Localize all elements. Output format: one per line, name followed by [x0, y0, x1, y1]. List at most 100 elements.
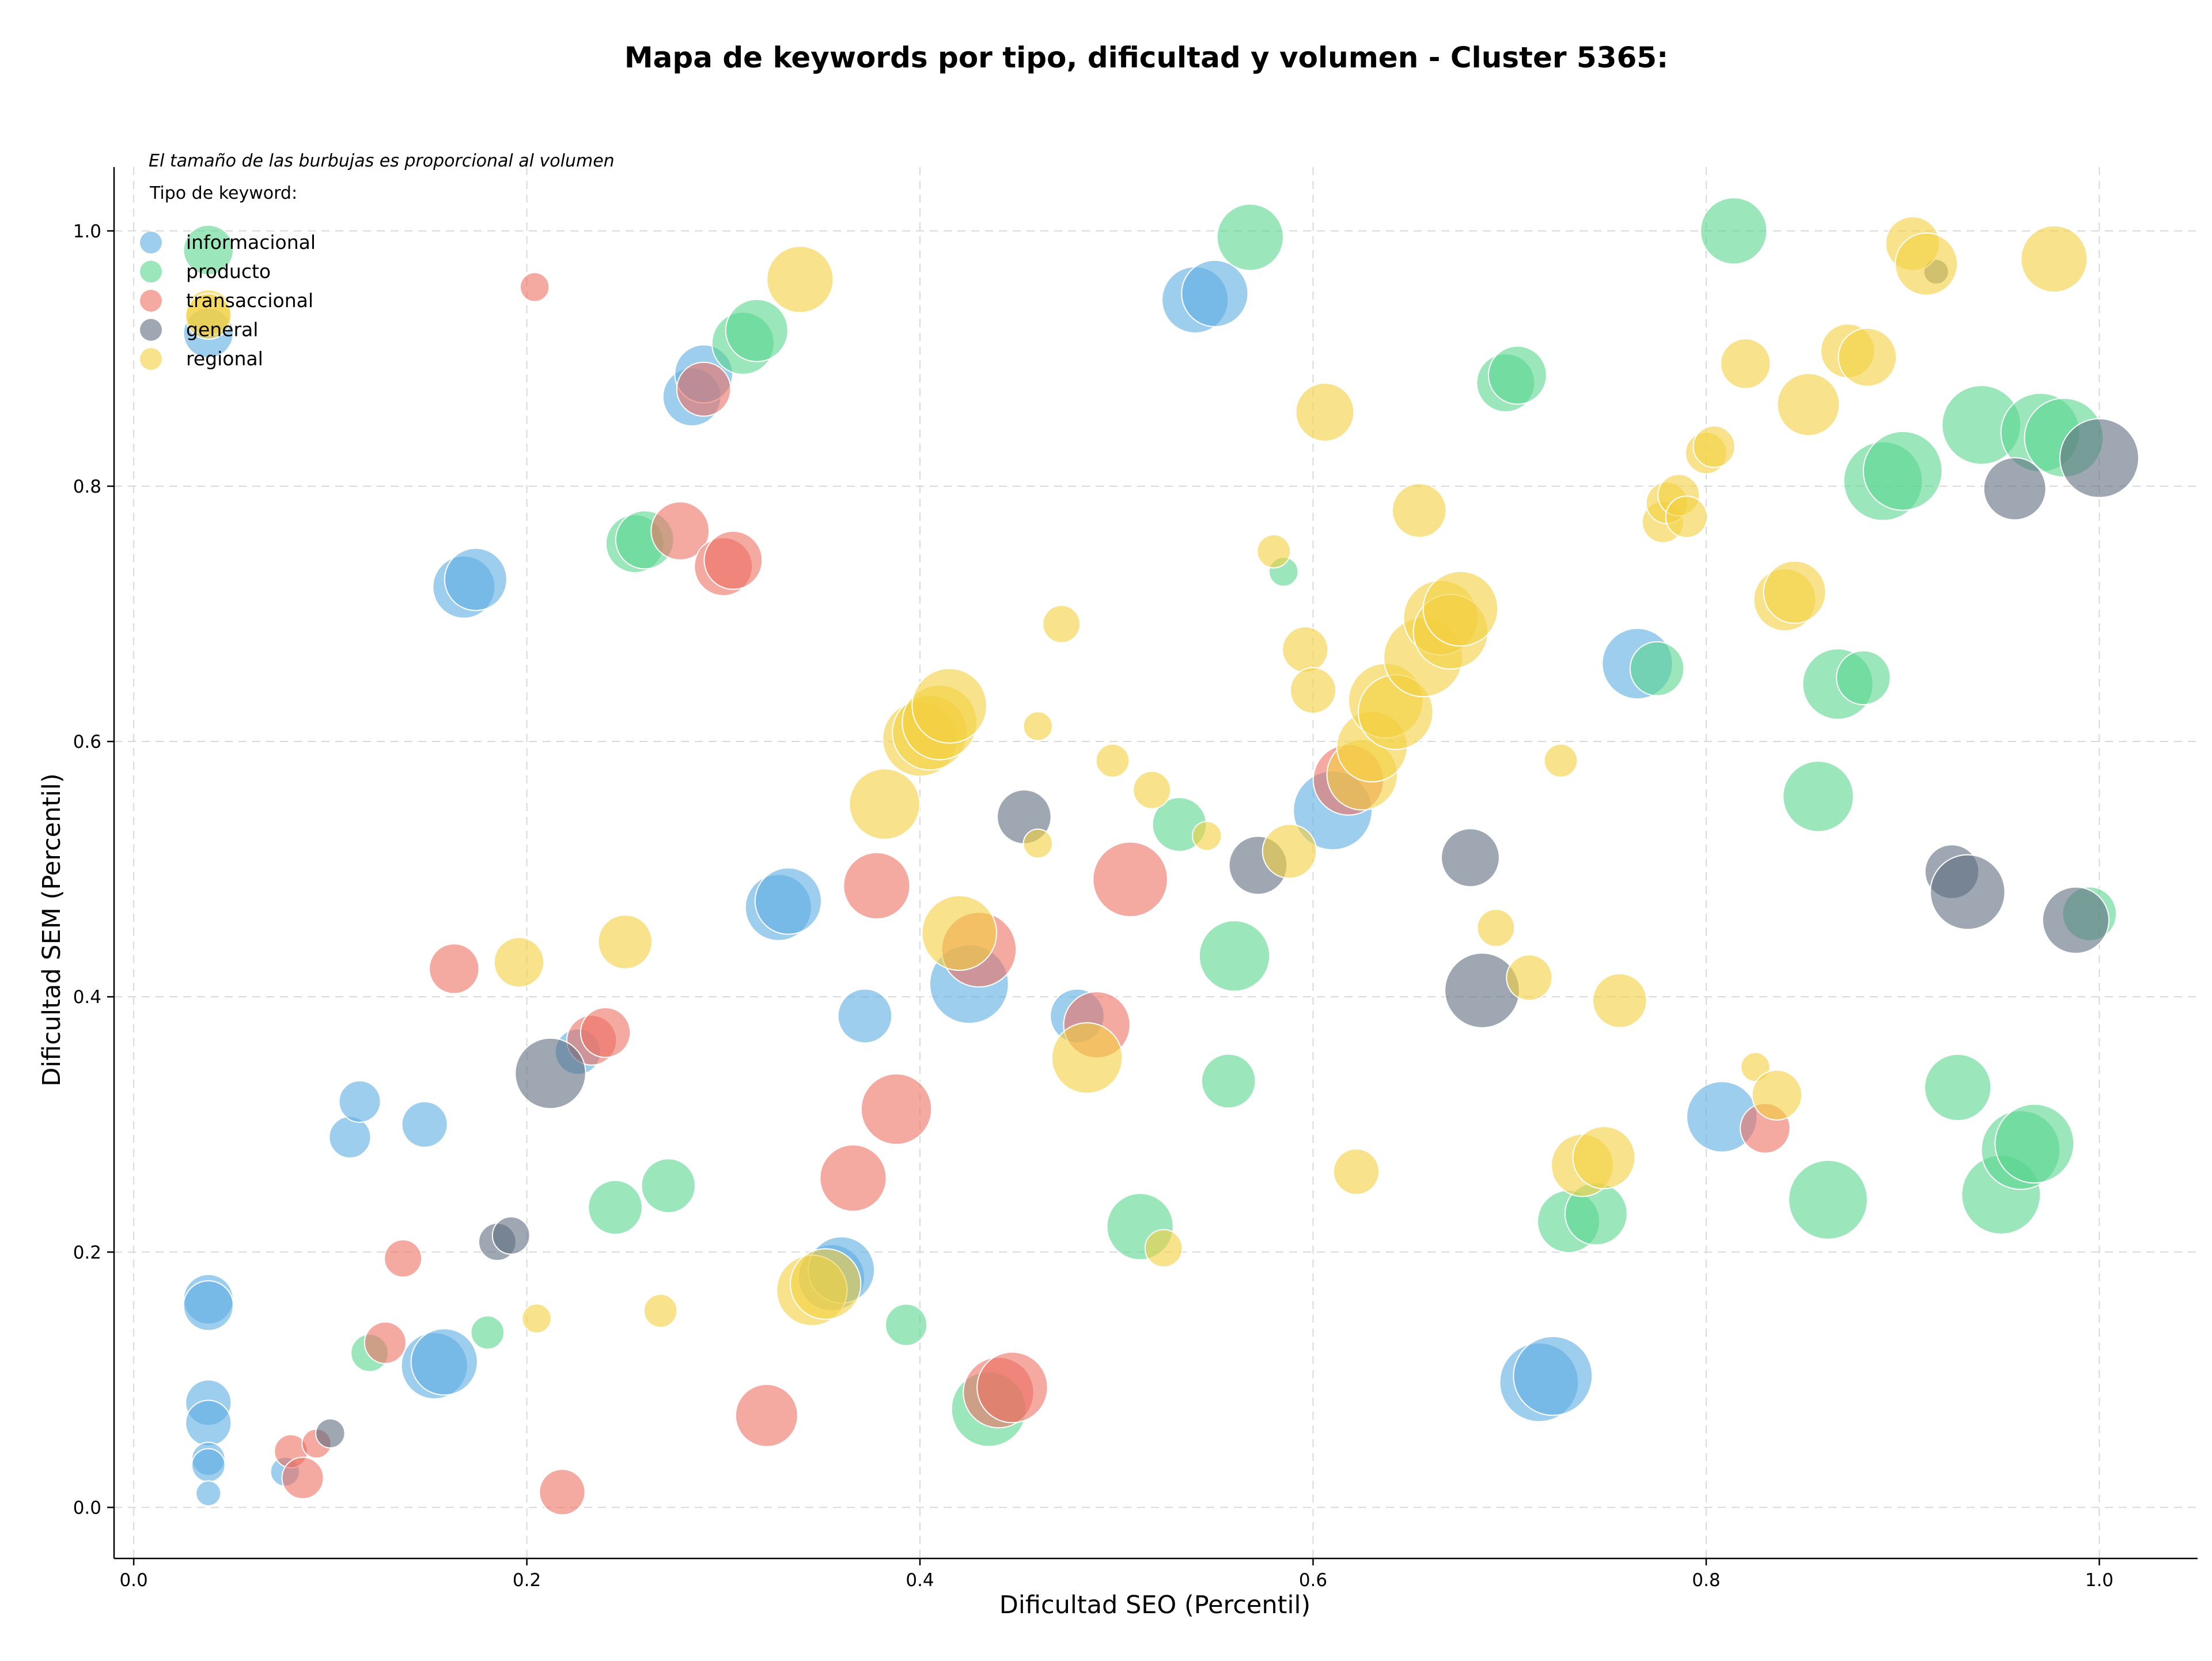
legend: El tamaño de las burbujas es proporciona… — [140, 151, 615, 370]
bubble-regional — [911, 668, 988, 744]
y-tick-label: 0.4 — [73, 987, 101, 1008]
bubble-regional — [1391, 483, 1447, 538]
bubble-regional — [849, 768, 921, 840]
bubble-regional — [493, 937, 545, 988]
bubble-transaccional — [1092, 841, 1168, 918]
bubble-producto — [1994, 1103, 2075, 1184]
bubble-transaccional — [843, 852, 911, 920]
bubble-regional — [1777, 373, 1840, 437]
bubble-producto — [1700, 197, 1768, 265]
bubble-informacional — [183, 1280, 234, 1331]
legend-marker-transaccional — [140, 290, 162, 312]
bubble-transaccional — [429, 943, 480, 994]
legend-marker-regional — [140, 348, 162, 370]
bubble-regional — [1332, 1148, 1380, 1195]
bubble-informacional — [185, 1399, 232, 1447]
x-axis-label: Dificultad SEO (Percentil) — [999, 1591, 1310, 1620]
series-producto — [183, 197, 2118, 1447]
bubble-general — [1444, 952, 1520, 1028]
series-general — [315, 259, 2139, 1449]
bubble-transaccional — [976, 1351, 1048, 1424]
x-tick-label: 0.6 — [1299, 1570, 1327, 1591]
x-tick-label: 1.0 — [2085, 1570, 2113, 1591]
y-tick-label: 0.8 — [73, 476, 101, 497]
bubble-regional — [1295, 382, 1355, 442]
bubble-transaccional — [384, 1239, 423, 1278]
bubble-producto — [1924, 1053, 1992, 1122]
bubble-transaccional — [860, 1073, 933, 1145]
bubble-informacional — [837, 988, 893, 1044]
bubble-regional — [1572, 1126, 1636, 1190]
bubble-transaccional — [703, 531, 763, 590]
bubble-regional — [1719, 338, 1771, 389]
y-tick-label: 0.0 — [73, 1497, 101, 1518]
bubble-regional — [643, 1293, 678, 1328]
legend-label-regional: regional — [186, 347, 263, 370]
bubble-transaccional — [734, 1383, 798, 1447]
bubble-transaccional — [363, 1321, 407, 1364]
bubble-regional — [2020, 225, 2088, 293]
bubble-regional — [1895, 232, 1959, 296]
bubble-regional — [1692, 425, 1736, 468]
y-axis-label: Dificultad SEM (Percentil) — [37, 773, 66, 1087]
legend-label-producto: producto — [186, 260, 271, 283]
bubble-regional — [1476, 909, 1516, 947]
chart-title: Mapa de keywords por tipo, dificultad y … — [624, 41, 1668, 74]
bubble-regional — [1022, 828, 1053, 859]
bubble-producto — [183, 224, 234, 276]
legend-marker-producto — [140, 260, 162, 283]
bubble-producto — [1200, 1053, 1256, 1109]
bubble-transaccional — [579, 1007, 631, 1058]
bubble-informacional — [328, 1115, 372, 1159]
bubble-regional — [1022, 711, 1053, 741]
bubble-general — [491, 1216, 531, 1255]
bubble-producto — [1862, 430, 1943, 511]
bubble-regional — [1543, 743, 1578, 778]
bubble-producto — [885, 1303, 928, 1346]
axes: 0.0 0.2 0.4 0.6 0.8 1.0 0.0 0.2 0.4 0.6 0.8 1.0 — [73, 167, 2198, 1591]
bubble-general — [1441, 828, 1500, 888]
bubble-informacional — [191, 1448, 226, 1483]
bubble-general — [514, 1037, 586, 1110]
bubble-transaccional — [676, 361, 732, 417]
bubble-general — [1983, 457, 2047, 521]
y-tick-label: 0.6 — [73, 732, 101, 752]
bubble-transaccional — [520, 272, 550, 302]
bubble-regional — [1751, 1069, 1802, 1121]
x-tick-label: 0.0 — [119, 1570, 147, 1591]
bubble-regional — [185, 293, 232, 340]
y-tick-label: 0.2 — [73, 1242, 101, 1263]
x-tick-label: 0.2 — [513, 1570, 541, 1591]
bubble-regional — [1042, 604, 1081, 644]
bubble-general — [1929, 854, 2006, 930]
x-tick-label: 0.8 — [1692, 1570, 1720, 1591]
bubble-informacional — [754, 867, 823, 935]
size-note: El tamaño de las burbujas es proporciona… — [149, 151, 615, 171]
bubble-producto — [1487, 345, 1547, 405]
bubble-regional — [1282, 626, 1329, 674]
bubble-producto — [1782, 760, 1854, 833]
bubble-informacional — [410, 1328, 478, 1396]
bubble-regional — [1763, 560, 1827, 624]
bubble-regional — [1422, 570, 1499, 647]
legend-marker-general — [140, 319, 162, 341]
bubble-producto — [588, 1179, 643, 1235]
bubble-informacional — [195, 1480, 222, 1507]
legend-label-informacional: informacional — [186, 231, 316, 253]
legend-items: informacional producto transaccional genera… — [140, 231, 316, 370]
bubble-informacional — [1181, 259, 1249, 327]
bubble-general — [315, 1418, 346, 1449]
bubble-regional — [521, 1303, 552, 1334]
bubble-producto — [1629, 641, 1685, 697]
bubble-producto — [1788, 1160, 1868, 1240]
bubble-layer — [183, 197, 2139, 1516]
bubble-producto — [1198, 920, 1271, 992]
bubble-producto — [641, 1158, 696, 1213]
bubble-informacional — [444, 547, 507, 611]
bubble-informacional — [1513, 1335, 1593, 1416]
legend-title: Tipo de keyword: — [149, 183, 297, 203]
bubble-producto — [1836, 650, 1891, 706]
bubble-producto — [725, 298, 789, 362]
bubble-transaccional — [539, 1469, 586, 1516]
